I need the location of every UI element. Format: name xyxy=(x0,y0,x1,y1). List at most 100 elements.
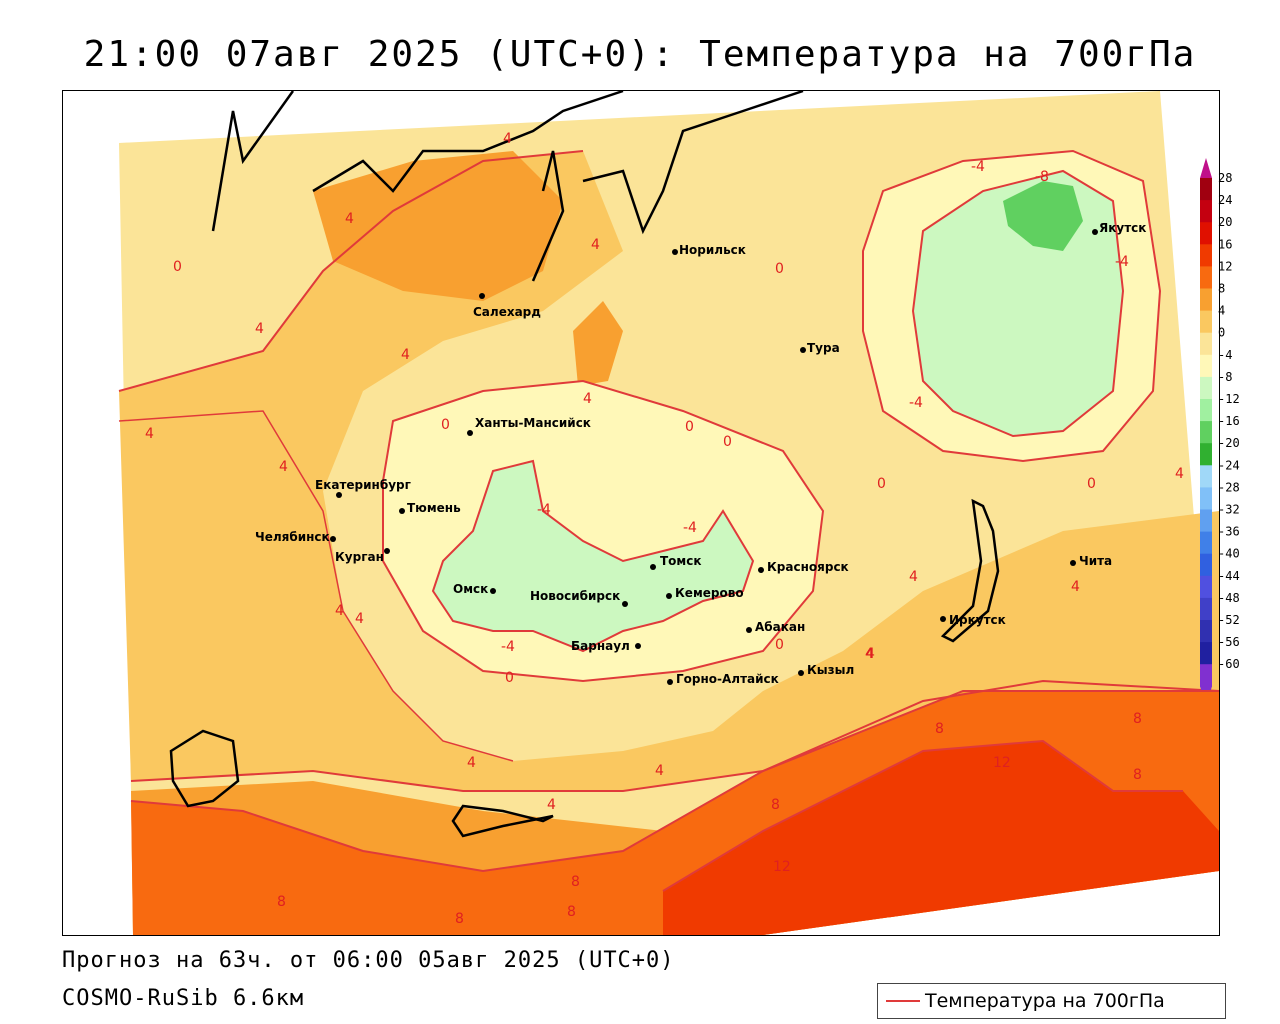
colorbar-swatch xyxy=(1200,620,1212,643)
isoline-label: -4 xyxy=(501,639,515,655)
isoline-label: 12 xyxy=(773,859,791,875)
isotherm-line xyxy=(118,410,514,762)
colorbar-swatch xyxy=(1200,288,1212,312)
isoline-label: 4 xyxy=(355,611,364,627)
colorbar-tick-label: -60 xyxy=(1218,657,1240,671)
colorbar-swatch xyxy=(1200,642,1212,665)
isoline-label: 8 xyxy=(1133,711,1142,727)
colorbar-tick-label: -48 xyxy=(1218,591,1240,605)
city-ekaterinburg: Екатеринбург xyxy=(315,478,411,498)
isotherm-line xyxy=(662,739,1183,892)
coastline xyxy=(531,150,565,282)
colorbar-swatch xyxy=(1200,421,1212,444)
isoline-label: 8 xyxy=(771,797,780,813)
forecast-info: Прогноз на 63ч. от 06:00 05авг 2025 (UTC… xyxy=(62,948,675,973)
colorbar-tick-label: -36 xyxy=(1218,525,1240,539)
isotherm-line xyxy=(911,169,1125,438)
isoline-label: 4 xyxy=(909,569,918,585)
svg-text:Кызыл: Кызыл xyxy=(807,663,854,677)
colorbar-arrow-top xyxy=(1200,158,1212,178)
colorbar-swatch xyxy=(1200,553,1212,577)
isoline-label: 4 xyxy=(591,237,600,253)
colorbar-tick-label: 20 xyxy=(1218,215,1232,229)
colorbar-swatch xyxy=(1200,266,1212,289)
svg-text:Абакан: Абакан xyxy=(755,620,805,634)
isoline-label: 4 xyxy=(335,603,344,619)
svg-text:Иркутск: Иркутск xyxy=(949,613,1006,627)
city-kyzyl: Кызыл xyxy=(798,663,854,677)
svg-text:Горно-Алтайск: Горно-Алтайск xyxy=(676,672,779,686)
city-gorno-altaysk: Горно-Алтайск xyxy=(667,672,779,686)
isoline-label: 8 xyxy=(935,721,944,737)
colorbar-tick-label: -28 xyxy=(1218,480,1240,494)
isoline-label: 4 xyxy=(547,797,556,813)
lake-balkhash xyxy=(451,804,554,838)
very-cold-zone-northeast xyxy=(1003,181,1083,251)
city-abakan: Абакан xyxy=(746,620,805,634)
city-barnaul: Барнаул xyxy=(571,639,641,653)
colorbar-tick-label: 4 xyxy=(1218,304,1225,318)
svg-text:Новосибирск: Новосибирск xyxy=(530,589,620,603)
colorbar-swatch xyxy=(1200,354,1212,378)
svg-text:Екатеринбург: Екатеринбург xyxy=(315,478,411,492)
colorbar-swatch xyxy=(1200,244,1212,267)
colorbar-tick-label: 28 xyxy=(1218,171,1232,185)
colorbar-swatch xyxy=(1200,399,1212,422)
isoline-label: 8 xyxy=(1133,767,1142,783)
isotherm-line xyxy=(118,150,584,392)
colorbar-swatch xyxy=(1200,664,1212,687)
city-khanty-mansiysk: Ханты-Мансийск xyxy=(467,416,591,436)
coastline xyxy=(312,91,624,193)
isoline-label: 4 xyxy=(1071,579,1080,595)
colorbar-tick-label: -40 xyxy=(1218,547,1240,561)
isoline-label: 4 xyxy=(255,321,264,337)
colorbar-swatch xyxy=(1200,178,1212,201)
isoline-label: 4 xyxy=(583,391,592,407)
isoline-label: 4 xyxy=(865,646,874,662)
svg-text:Кемерово: Кемерово xyxy=(675,586,744,600)
svg-text:Ханты-Мансийск: Ханты-Мансийск xyxy=(475,416,591,430)
colorbar-tick-label: 24 xyxy=(1218,193,1232,207)
city-tyumen: Тюмень xyxy=(399,501,461,515)
coastline xyxy=(582,91,804,235)
city-norilsk: Норильск xyxy=(672,243,746,257)
isotherm-line xyxy=(382,379,825,683)
model-name: COSMO-RuSib 6.6км xyxy=(62,986,305,1011)
colorbar-tick-label: -4 xyxy=(1218,348,1232,362)
isotherm-line xyxy=(130,690,1219,792)
city-chita: Чита xyxy=(1070,554,1112,568)
isoline-label: 0 xyxy=(775,637,784,653)
isoline-label: 4 xyxy=(345,211,354,227)
city-chelyabinsk: Челябинск xyxy=(255,530,336,544)
lake-baikal xyxy=(940,498,1000,643)
colorbar-tick-label: 16 xyxy=(1218,237,1232,251)
temperature-map: Норильск Салехард Тура Якутск Ханты-Манс… xyxy=(62,90,1220,936)
isoline-label: 0 xyxy=(173,259,182,275)
isoline-label: -4 xyxy=(909,395,923,411)
colorbar-tick-label: -32 xyxy=(1218,503,1240,517)
colorbar-tick-label: -44 xyxy=(1218,569,1240,583)
isoline-label: 8 xyxy=(277,894,286,910)
isoline-label: 4 xyxy=(401,347,410,363)
isoline-label: 0 xyxy=(505,670,514,686)
isoline-label: 4 xyxy=(279,459,288,475)
svg-text:Омск: Омск xyxy=(453,582,488,596)
isoline-label: 0 xyxy=(775,261,784,277)
legend: Температура на 700гПа xyxy=(877,983,1226,1019)
city-omsk: Омск xyxy=(453,582,496,596)
colorbar-tick-label: -56 xyxy=(1218,635,1240,649)
svg-text:Барнаул: Барнаул xyxy=(571,639,630,653)
isoline-label: 8 xyxy=(571,874,580,890)
colorbar-tick-label: -16 xyxy=(1218,414,1240,428)
colorbar-tick-label: 8 xyxy=(1218,282,1225,296)
hot-core xyxy=(663,741,1219,935)
isotherm-line xyxy=(862,149,1162,463)
colorbar-tick-label: -8 xyxy=(1218,370,1232,384)
city-novosibirsk: Новосибирск xyxy=(530,589,628,607)
svg-text:Томск: Томск xyxy=(660,554,702,568)
colorbar-swatch xyxy=(1200,310,1212,334)
svg-text:Красноярск: Красноярск xyxy=(767,560,849,574)
colorbar-swatch xyxy=(1200,200,1212,223)
svg-text:Норильск: Норильск xyxy=(679,243,746,257)
legend-line-swatch xyxy=(886,1000,920,1002)
